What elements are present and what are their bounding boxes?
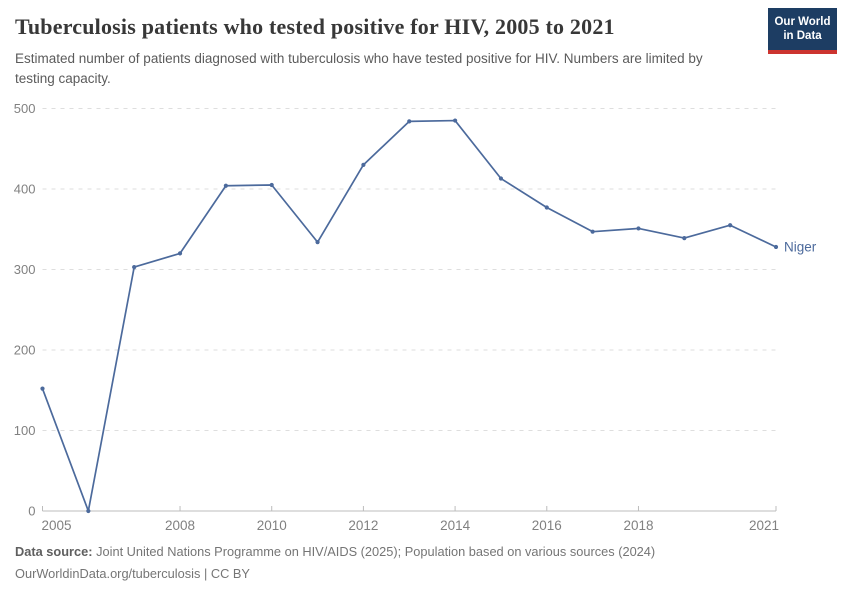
data-point (86, 508, 91, 514)
separator: | (203, 565, 208, 581)
y-axis-tick-label: 0 (28, 504, 35, 519)
x-axis-tick-label: 2016 (532, 518, 562, 533)
data-source-label: Data source: (15, 544, 93, 559)
chart-title: Tuberculosis patients who tested positiv… (15, 14, 615, 39)
owid-logo-line2: in Data (783, 30, 822, 43)
x-axis-tick-label: 2008 (165, 518, 195, 533)
y-axis-tick-label: 300 (14, 262, 36, 277)
data-point (728, 223, 733, 228)
y-axis-tick-label: 100 (14, 423, 36, 438)
data-source-line: Data source: Joint United Nations Progra… (15, 541, 835, 563)
x-axis-tick-label: 2014 (440, 518, 471, 533)
series-end-label: Niger (784, 239, 817, 254)
data-point (682, 236, 687, 241)
data-point (773, 244, 779, 250)
owid-logo-line1: Our World (774, 16, 831, 28)
x-axis-tick-label: 2012 (348, 518, 378, 533)
license-label: CC BY (210, 565, 250, 581)
data-point (407, 119, 412, 124)
chart-footer: Data source: Joint United Nations Progra… (15, 541, 835, 585)
chart-header: Tuberculosis patients who tested positiv… (15, 14, 755, 88)
data-source-text: Joint United Nations Programme on HIV/AI… (96, 544, 656, 559)
chart-subtitle: Estimated number of patients diagnosed w… (15, 51, 703, 86)
data-point (132, 264, 137, 270)
data-point (590, 229, 595, 234)
data-point (636, 226, 641, 231)
y-axis-tick-label: 400 (14, 182, 36, 197)
x-axis-tick-label: 2005 (42, 518, 72, 533)
x-axis-tick-label: 2010 (257, 518, 287, 533)
data-line (41, 119, 777, 512)
owid-logo[interactable]: Our World in Data (768, 8, 837, 54)
data-point (177, 251, 183, 256)
data-point (269, 182, 274, 188)
x-axis-tick-label: 2021 (749, 518, 779, 533)
data-point (315, 240, 320, 245)
data-point (544, 205, 549, 210)
data-point (361, 162, 366, 167)
data-point (498, 176, 504, 181)
x-axis-tick-label: 2018 (623, 518, 653, 533)
data-point (452, 118, 458, 123)
license-line: OurWorldinData.org/tuberculosis | CC BY (15, 563, 835, 585)
y-axis-tick-label: 500 (14, 101, 36, 116)
data-point (40, 386, 45, 391)
y-axis-tick-label: 200 (14, 343, 36, 358)
data-point (223, 183, 228, 188)
owid-url: OurWorldinData.org/tuberculosis (15, 565, 201, 581)
